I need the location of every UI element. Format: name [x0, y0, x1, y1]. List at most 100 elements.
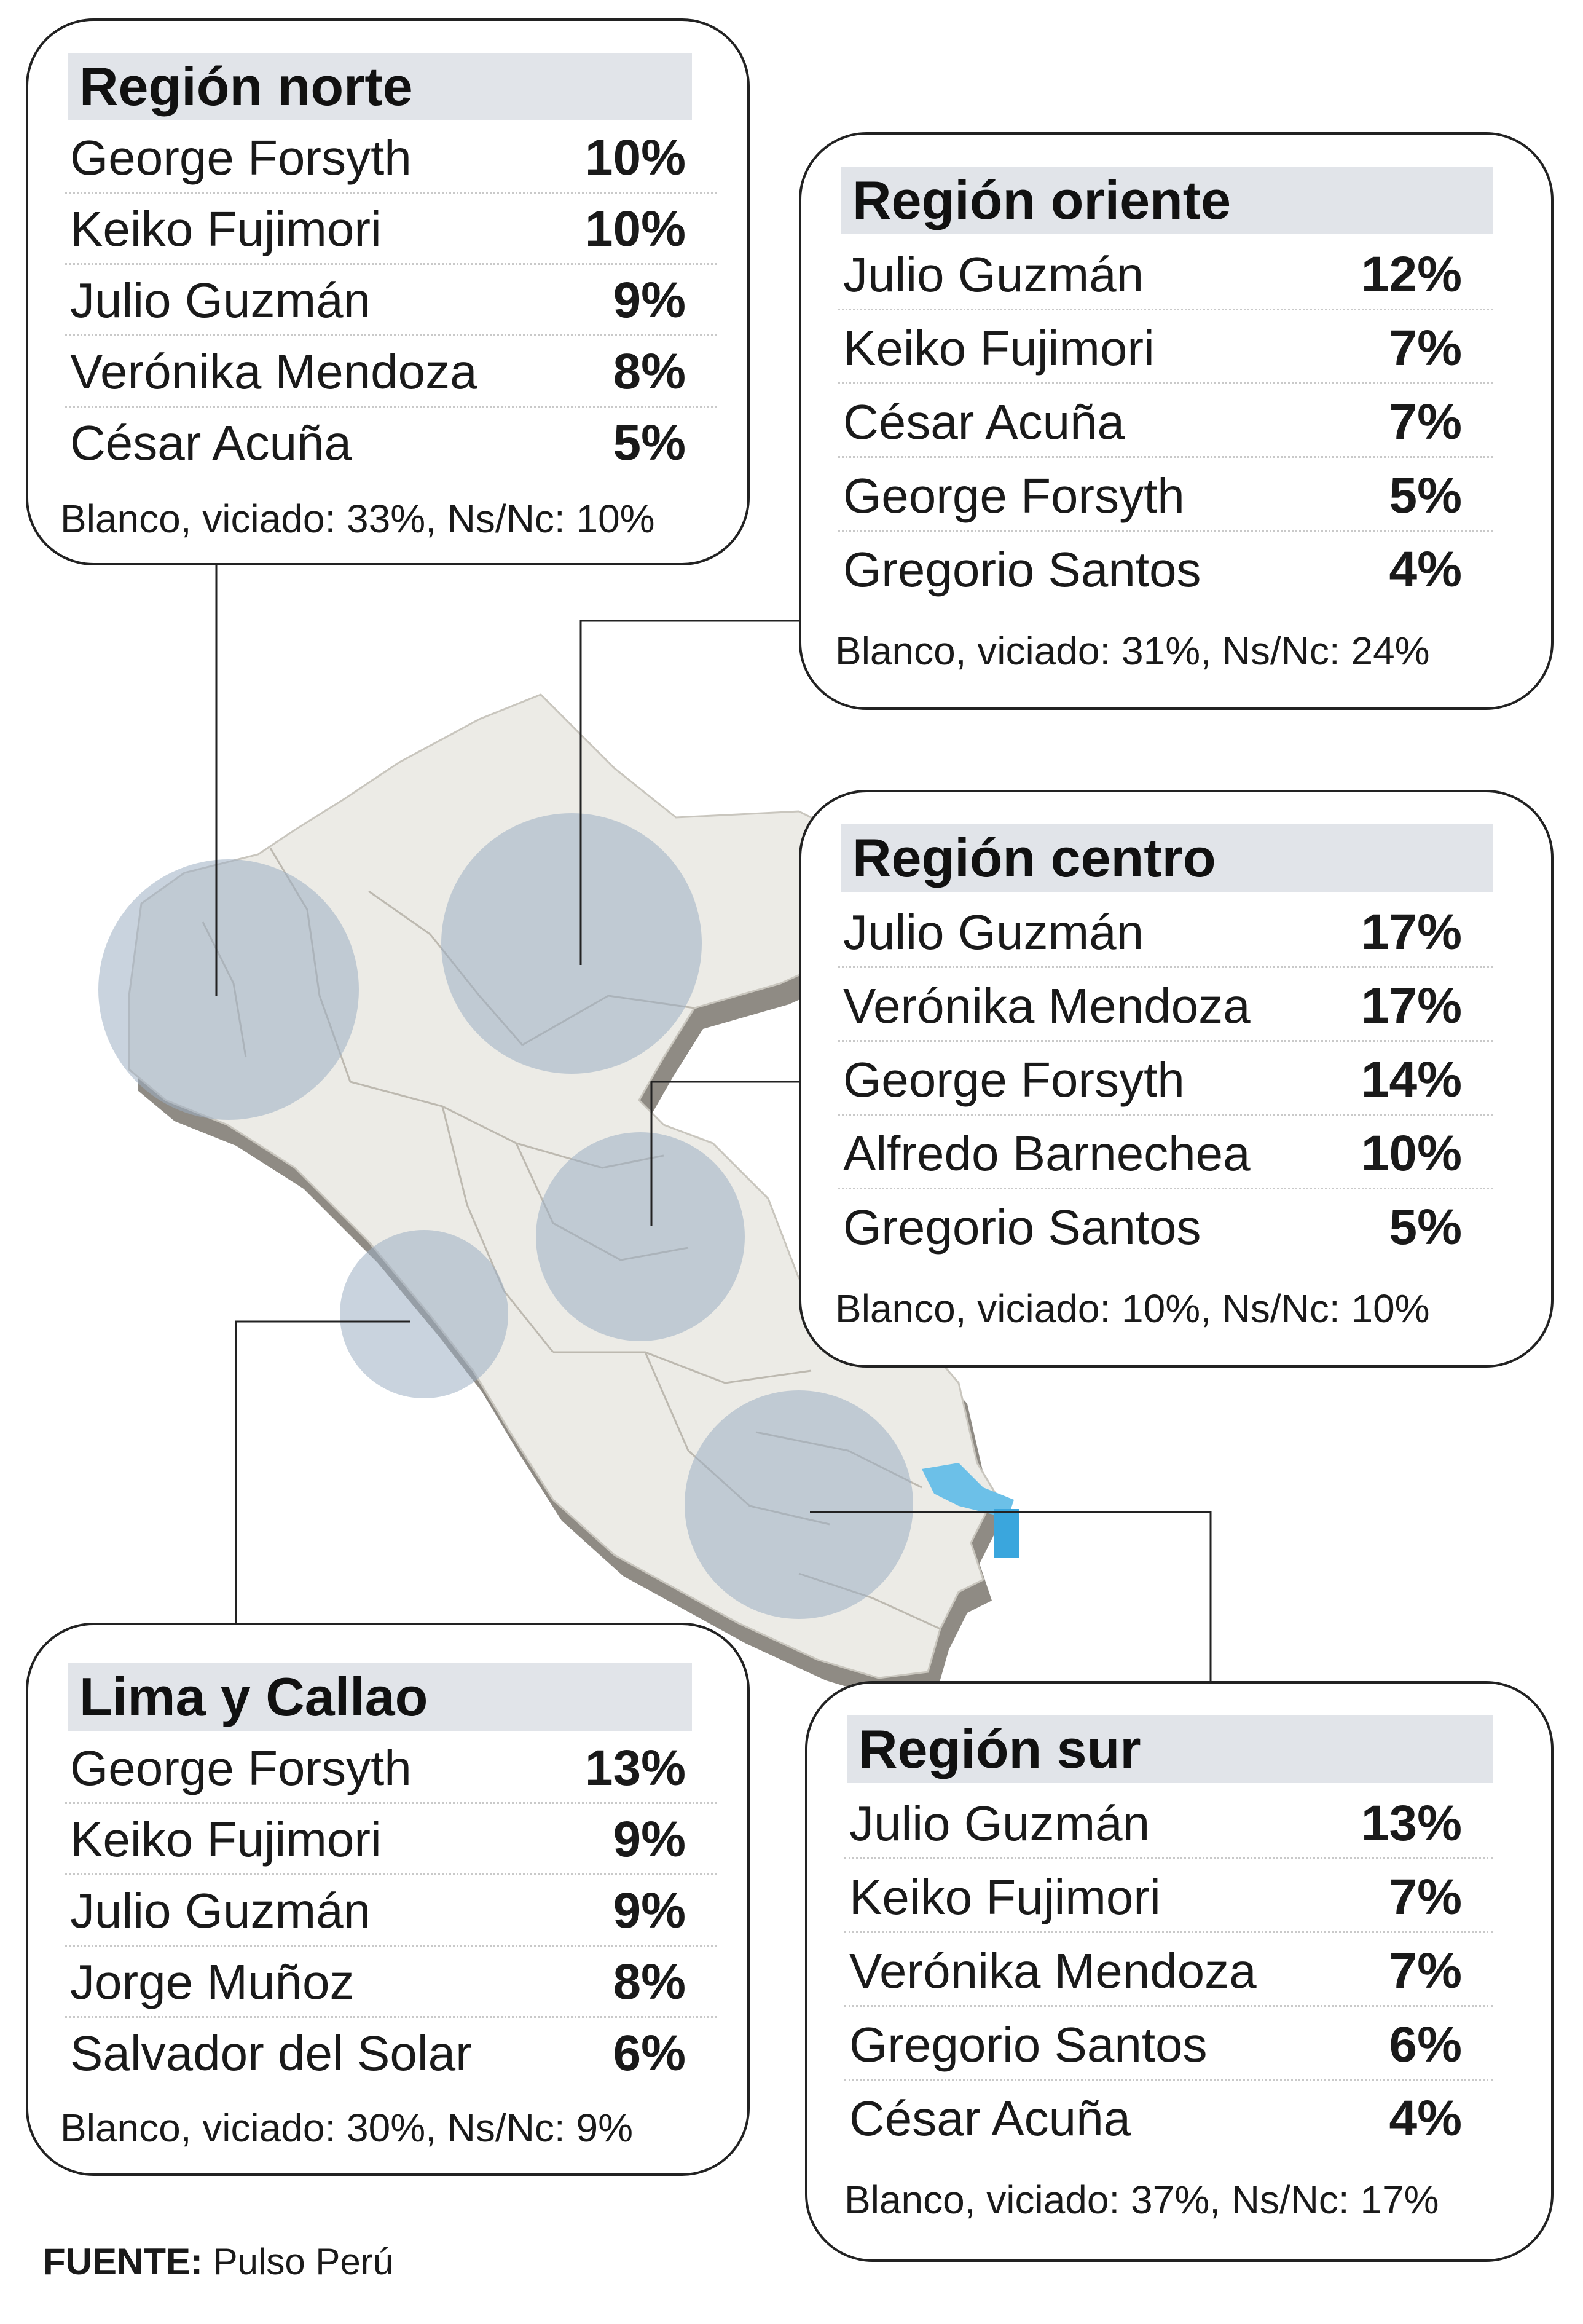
candidate-pct: 17% [1361, 904, 1462, 960]
candidate-pct: 14% [1361, 1052, 1462, 1108]
table-row: César Acuña 5% [65, 408, 717, 479]
region-norte-title: Región norte [68, 53, 692, 120]
candidate-name: Gregorio Santos [843, 542, 1201, 597]
candidate-name: Julio Guzmán [849, 1796, 1150, 1851]
region-centro-box: Región centro Julio Guzmán 17% Verónika … [799, 790, 1554, 1368]
region-oriente-box: Región oriente Julio Guzmán 12% Keiko Fu… [799, 132, 1554, 710]
candidate-pct: 5% [613, 415, 686, 471]
candidate-pct: 8% [613, 1954, 686, 2010]
candidate-name: Julio Guzmán [843, 905, 1144, 959]
candidate-pct: 5% [1389, 468, 1462, 524]
table-row: Julio Guzmán 9% [65, 265, 717, 336]
leader-centro [650, 1081, 804, 1226]
region-sur-note: Blanco, viciado: 37%, Ns/Nc: 17% [844, 2178, 1439, 2222]
leader-lima [235, 1320, 410, 1623]
candidate-pct: 4% [1389, 542, 1462, 597]
table-row: George Forsyth 13% [65, 1733, 717, 1804]
table-row: Verónika Mendoza 17% [838, 971, 1493, 1042]
circle-norte [98, 859, 359, 1120]
candidate-name: George Forsyth [70, 130, 412, 185]
table-row: George Forsyth 10% [65, 122, 717, 194]
candidate-name: Keiko Fujimori [843, 321, 1155, 376]
candidate-pct: 7% [1389, 320, 1462, 376]
leader-oriente [579, 620, 804, 965]
region-circles [98, 813, 913, 1619]
region-lima-note: Blanco, viciado: 30%, Ns/Nc: 9% [60, 2106, 633, 2150]
candidate-name: Keiko Fujimori [70, 1812, 382, 1867]
candidate-pct: 12% [1361, 246, 1462, 302]
leader-lines [215, 565, 1212, 1706]
table-row: Keiko Fujimori 9% [65, 1804, 717, 1875]
region-lima-box: Lima y Callao George Forsyth 13% Keiko F… [26, 1623, 750, 2176]
candidate-pct: 13% [584, 1740, 686, 1796]
circle-sur [685, 1390, 913, 1619]
table-row: Keiko Fujimori 10% [65, 194, 717, 265]
candidate-name: Julio Guzmán [70, 273, 371, 328]
region-norte-box: Región norte George Forsyth 10% Keiko Fu… [26, 18, 750, 565]
table-row: César Acuña 4% [844, 2083, 1493, 2154]
candidate-pct: 5% [1389, 1199, 1462, 1255]
candidate-pct: 7% [1389, 1869, 1462, 1925]
region-sur-box: Región sur Julio Guzmán 13% Keiko Fujimo… [805, 1681, 1554, 2262]
leader-sur [810, 1511, 1212, 1706]
lake-titicaca [922, 1463, 1014, 1518]
source-label: FUENTE: [43, 2241, 203, 2282]
table-row: Alfredo Barnechea 10% [838, 1118, 1493, 1189]
candidate-pct: 10% [584, 130, 686, 186]
table-row: Salvador del Solar 6% [65, 2018, 717, 2089]
candidate-pct: 9% [613, 272, 686, 328]
table-row: Keiko Fujimori 7% [838, 313, 1493, 384]
candidate-name: Keiko Fujimori [70, 202, 382, 256]
candidate-pct: 7% [1389, 1943, 1462, 1999]
source-text: Pulso Perú [213, 2241, 394, 2282]
table-row: Verónika Mendoza 8% [65, 336, 717, 408]
candidate-name: Verónika Mendoza [849, 1944, 1257, 1998]
candidate-pct: 8% [613, 344, 686, 400]
candidate-name: Verónika Mendoza [70, 344, 477, 399]
candidate-pct: 6% [1389, 2017, 1462, 2073]
candidate-name: César Acuña [843, 395, 1125, 449]
region-oriente-note: Blanco, viciado: 31%, Ns/Nc: 24% [835, 629, 1430, 673]
table-row: Gregorio Santos 4% [838, 534, 1493, 605]
candidate-pct: 17% [1361, 978, 1462, 1034]
candidate-name: Jorge Muñoz [70, 1955, 355, 2009]
candidate-name: George Forsyth [70, 1741, 412, 1795]
table-row: Verónika Mendoza 7% [844, 1936, 1493, 2007]
candidate-pct: 9% [613, 1811, 686, 1867]
candidate-pct: 13% [1361, 1795, 1462, 1851]
region-norte-note: Blanco, viciado: 33%, Ns/Nc: 10% [60, 497, 655, 541]
table-row: Gregorio Santos 6% [844, 2009, 1493, 2081]
candidate-name: Keiko Fujimori [849, 1870, 1161, 1924]
source-credit: FUENTE: Pulso Perú [43, 2237, 393, 2287]
candidate-name: Alfredo Barnechea [843, 1126, 1251, 1181]
table-row: Jorge Muñoz 8% [65, 1947, 717, 2018]
candidate-pct: 4% [1389, 2090, 1462, 2146]
candidate-pct: 10% [584, 201, 686, 257]
circle-lima [340, 1230, 508, 1398]
table-row: Gregorio Santos 5% [838, 1192, 1493, 1263]
candidate-name: Julio Guzmán [70, 1883, 371, 1938]
candidate-name: Gregorio Santos [849, 2017, 1208, 2072]
circle-oriente [441, 813, 702, 1074]
candidate-name: Julio Guzmán [843, 247, 1144, 302]
region-centro-title: Región centro [841, 824, 1493, 892]
candidate-pct: 10% [1361, 1125, 1462, 1181]
candidate-pct: 7% [1389, 394, 1462, 450]
table-row: George Forsyth 14% [838, 1044, 1493, 1116]
region-centro-note: Blanco, viciado: 10%, Ns/Nc: 10% [835, 1286, 1430, 1331]
table-row: César Acuña 7% [838, 387, 1493, 458]
table-row: Julio Guzmán 12% [838, 239, 1493, 310]
candidate-name: Gregorio Santos [843, 1200, 1201, 1255]
table-row: Julio Guzmán 9% [65, 1875, 717, 1947]
candidate-pct: 6% [613, 2025, 686, 2081]
table-row: Keiko Fujimori 7% [844, 1862, 1493, 1933]
region-oriente-title: Región oriente [841, 167, 1493, 234]
table-row: George Forsyth 5% [838, 460, 1493, 532]
region-sur-title: Región sur [847, 1715, 1493, 1783]
table-row: Julio Guzmán 17% [838, 897, 1493, 968]
table-row: Julio Guzmán 13% [844, 1788, 1493, 1859]
candidate-name: Verónika Mendoza [843, 979, 1251, 1033]
circle-centro [536, 1132, 745, 1341]
lake-titicaca-edge [994, 1509, 1019, 1558]
